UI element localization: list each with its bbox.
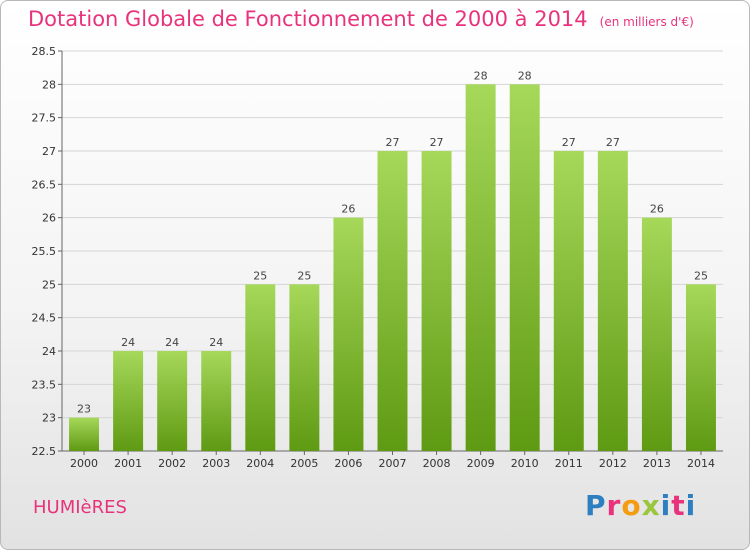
y-tick-label: 23.5	[32, 378, 57, 391]
x-tick-label: 2001	[114, 457, 142, 470]
logo-letter: P	[585, 489, 607, 522]
y-tick-label: 28	[42, 78, 56, 91]
x-tick-label: 2004	[246, 457, 274, 470]
logo-letter: r	[606, 489, 622, 522]
logo-letter: o	[621, 489, 642, 522]
bar-2009	[465, 84, 496, 451]
bar-value-label: 26	[650, 203, 664, 216]
bar-value-label: 26	[341, 203, 355, 216]
x-tick-label: 2013	[643, 457, 671, 470]
bar-2004	[245, 284, 276, 451]
bar-value-label: 24	[121, 336, 135, 349]
bar-value-label: 23	[77, 403, 91, 416]
y-tick-label: 24.5	[32, 312, 57, 325]
x-tick-label: 2010	[511, 457, 539, 470]
chart-subtitle: (en milliers d'€)	[599, 15, 694, 29]
x-tick-label: 2003	[202, 457, 230, 470]
x-tick-label: 2014	[687, 457, 715, 470]
chart-title: Dotation Globale de Fonctionnement de 20…	[28, 7, 694, 31]
bar-2005	[289, 284, 320, 451]
y-tick-label: 28.5	[32, 45, 57, 58]
bar-value-label: 27	[430, 136, 444, 149]
bar-2007	[377, 151, 408, 451]
bar-value-label: 25	[253, 269, 267, 282]
bar-value-label: 27	[606, 136, 620, 149]
bar-2012	[597, 151, 628, 451]
bar-value-label: 27	[562, 136, 576, 149]
x-tick-label: 2006	[334, 457, 362, 470]
bar-2008	[421, 151, 452, 451]
x-tick-label: 2005	[290, 457, 318, 470]
x-tick-label: 2000	[70, 457, 98, 470]
y-tick-label: 27.5	[32, 112, 57, 125]
bar-2002	[157, 351, 188, 451]
bar-2013	[641, 217, 672, 451]
bar-2003	[201, 351, 232, 451]
y-tick-label: 27	[42, 145, 56, 158]
bar-value-label: 28	[474, 69, 488, 82]
logo-letter: i	[660, 489, 672, 522]
proxiti-logo: Proxiti	[585, 489, 696, 522]
bar-value-label: 28	[518, 69, 532, 82]
bar-value-label: 27	[386, 136, 400, 149]
bar-2000	[69, 417, 100, 451]
bars	[69, 84, 716, 451]
y-tick-label: 25	[42, 278, 56, 291]
axes: 22.5 23 23.5 24 24.5 25 25.5 26 26.5 27 27.5 28 28.5…	[32, 45, 723, 470]
x-tick-label: 2007	[379, 457, 407, 470]
chart-title-text: Dotation Globale de Fonctionnement de 20…	[28, 7, 588, 31]
y-tick-label: 25.5	[32, 245, 57, 258]
logo-letter: i	[685, 489, 697, 522]
commune-name: HUMIèRES	[33, 497, 127, 518]
y-tick-label: 24	[42, 345, 56, 358]
y-tick-label: 26	[42, 212, 56, 225]
bar-2006	[333, 217, 364, 451]
bar-2001	[113, 351, 144, 451]
x-tick-label: 2011	[555, 457, 583, 470]
y-tick-label: 23	[42, 412, 56, 425]
bar-value-label: 25	[694, 269, 708, 282]
x-tick-label: 2002	[158, 457, 186, 470]
bar-2014	[685, 284, 716, 451]
x-tick-label: 2012	[599, 457, 627, 470]
bar-2010	[509, 84, 540, 451]
logo-letter: t	[671, 489, 686, 522]
data-labels: 23 24 24 24 25 25 26 27 27 28 28 27 27 26 25	[77, 69, 708, 415]
x-tick-label: 2009	[467, 457, 495, 470]
bar-value-label: 24	[209, 336, 223, 349]
x-tick-label: 2008	[423, 457, 451, 470]
bar-value-label: 25	[297, 269, 311, 282]
bar-2011	[553, 151, 584, 451]
y-tick-label: 26.5	[32, 178, 57, 191]
logo-letter: x	[641, 489, 661, 522]
bar-value-label: 24	[165, 336, 179, 349]
y-tick-label: 22.5	[32, 445, 57, 458]
